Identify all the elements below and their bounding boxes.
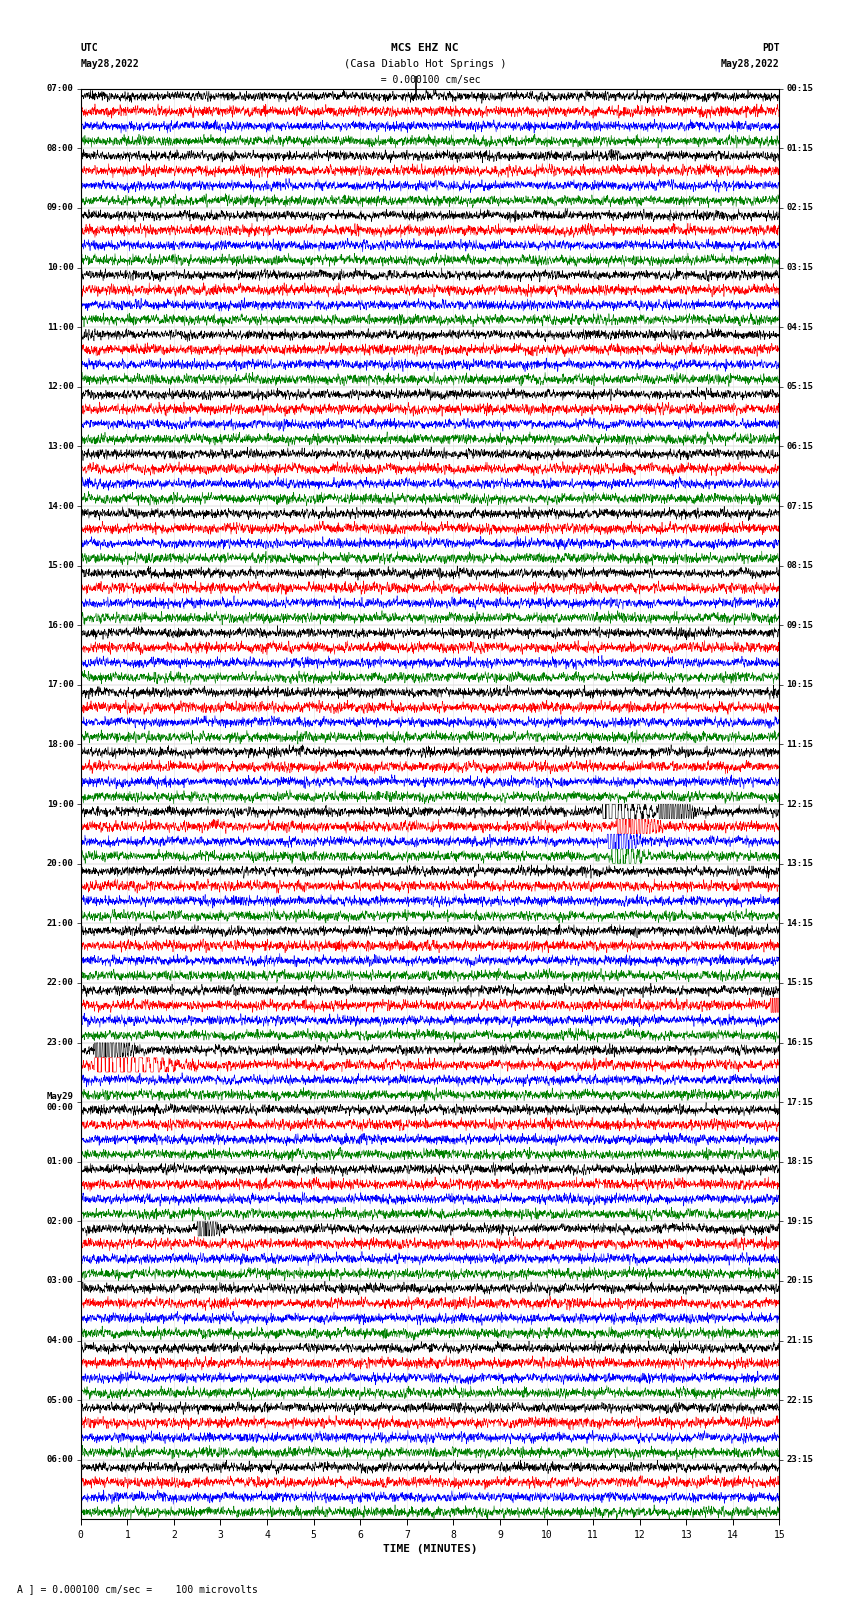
Text: A ] = 0.000100 cm/sec =    100 microvolts: A ] = 0.000100 cm/sec = 100 microvolts xyxy=(17,1584,258,1594)
Text: UTC: UTC xyxy=(81,44,99,53)
X-axis label: TIME (MINUTES): TIME (MINUTES) xyxy=(382,1544,478,1553)
Text: PDT: PDT xyxy=(762,44,779,53)
Text: (Casa Diablo Hot Springs ): (Casa Diablo Hot Springs ) xyxy=(343,60,507,69)
Text: May28,2022: May28,2022 xyxy=(81,60,139,69)
Text: May28,2022: May28,2022 xyxy=(721,60,779,69)
Text: = 0.000100 cm/sec: = 0.000100 cm/sec xyxy=(369,76,481,85)
Text: MCS EHZ NC: MCS EHZ NC xyxy=(391,44,459,53)
